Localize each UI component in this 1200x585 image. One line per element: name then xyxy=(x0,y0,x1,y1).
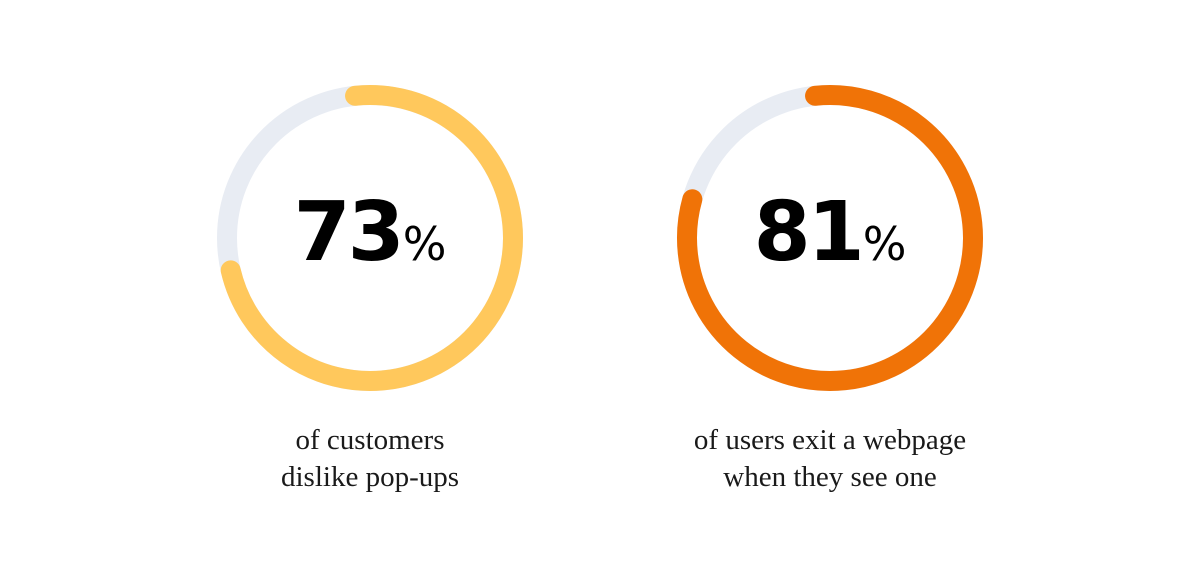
donut-chart-customers xyxy=(217,85,523,391)
stat-caption-line: of customers xyxy=(295,424,445,456)
donut-chart-users xyxy=(677,85,983,391)
donut-value-arc xyxy=(677,85,983,391)
stat-card-customers: 73% of customers dislike pop-ups xyxy=(170,0,570,585)
stat-caption: of users exit a webpage when they see on… xyxy=(630,422,1030,496)
stat-value: 73% xyxy=(170,183,570,306)
stat-card-users: 81% of users exit a webpage when they se… xyxy=(630,0,1030,585)
stat-caption-line: dislike pop-ups xyxy=(280,461,460,493)
stat-value: 81% xyxy=(630,183,1030,306)
stat-caption: of customers dislike pop-ups xyxy=(170,422,570,496)
stat-caption-line: of users exit a webpage xyxy=(693,424,967,456)
stat-value-number: 81 xyxy=(753,185,865,280)
stat-value-number: 73 xyxy=(293,185,405,280)
stat-value-unit: % xyxy=(862,217,907,271)
stat-caption-line: when they see one xyxy=(723,461,937,493)
stat-value-unit: % xyxy=(402,217,447,271)
donut-value-arc xyxy=(217,85,523,391)
